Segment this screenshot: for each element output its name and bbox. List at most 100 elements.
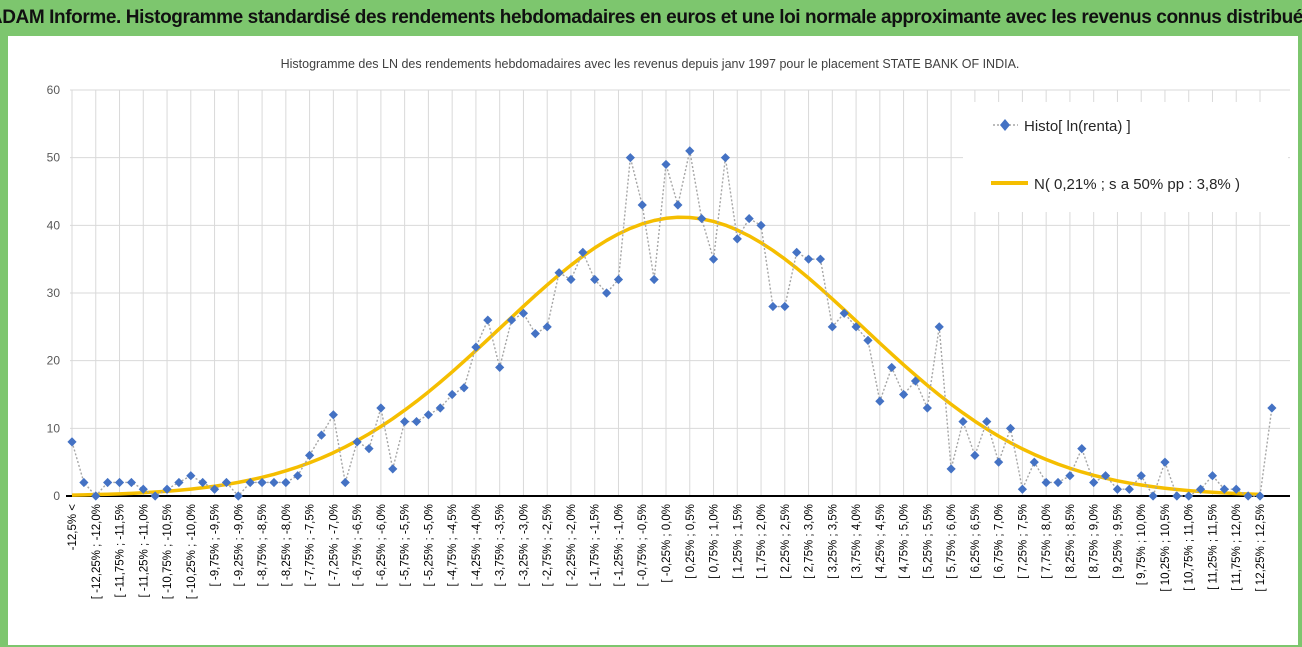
histogram-point (590, 274, 600, 285)
histogram-point (79, 477, 89, 488)
histogram-point (1112, 484, 1123, 494)
x-tick-label: [ 3,75% ; 4,0% (851, 504, 863, 579)
histogram-point (839, 308, 849, 318)
histogram-point (269, 477, 279, 488)
histogram-point (411, 416, 422, 427)
chart-panel: Histogramme des LN des rendements hebdom… (8, 36, 1298, 645)
histogram-point (851, 322, 861, 332)
histogram-point (720, 153, 730, 163)
x-tick-label: [ 1,25% ; 1,5% (732, 504, 744, 579)
x-tick-label: [ 7,75% ; 8,0% (1041, 504, 1053, 579)
x-tick-label: [ 9,75% ; 10,0% (1136, 504, 1148, 585)
y-tick-label: 40 (47, 218, 61, 232)
legend-histo-label: Histo[ ln(renta) ] (1024, 118, 1131, 135)
histogram-point (1124, 484, 1134, 494)
histogram-chart: Histogramme des LN des rendements hebdom… (47, 57, 1290, 600)
x-tick-label: [ 3,25% ; 3,5% (827, 504, 839, 579)
x-tick-label: [ -11,25% ; -11,0% (138, 504, 150, 598)
histogram-point (946, 464, 956, 474)
x-tick-label: [ 6,25% ; 6,5% (970, 504, 982, 579)
histogram-point (186, 471, 196, 481)
histogram-point (613, 274, 624, 285)
x-tick-label: [ 8,75% ; 9,0% (1089, 504, 1101, 579)
x-tick-label: [ -8,75% ; -8,5% (257, 504, 269, 586)
x-tick-label: [ 8,25% ; 8,5% (1065, 504, 1077, 579)
x-tick-label: [ 7,25% ; 7,5% (1017, 504, 1029, 579)
histogram-point (602, 288, 612, 298)
histogram-point (994, 457, 1004, 467)
x-tick-label: [ -4,75% ; -4,5% (447, 504, 459, 586)
x-tick-label: [ 2,25% ; 2,5% (780, 504, 792, 579)
histogram-point (1041, 477, 1051, 488)
histogram-point (625, 153, 635, 163)
histogram-point (815, 254, 826, 264)
histogram-point (423, 410, 433, 420)
x-tick-label: [ -1,25% ; -1,0% (613, 504, 625, 586)
histogram-point (1100, 471, 1111, 481)
histogram-point (293, 471, 303, 481)
report-title: ADAM Informe. Histogramme standardisé de… (0, 7, 1302, 28)
report-banner: ADAM Informe. Histogramme standardisé de… (0, 0, 1302, 36)
histogram-point (1184, 491, 1194, 501)
x-tick-label: [ -10,25% ; -10,0% (186, 504, 198, 599)
histogram-point (435, 403, 445, 413)
histogram-point (1196, 484, 1206, 494)
y-axis-ticks: 0 10 20 30 40 50 60 (47, 83, 61, 503)
legend-background (963, 102, 1288, 212)
histogram-point (744, 213, 754, 224)
histogram-point (305, 450, 315, 460)
histogram-point (150, 491, 160, 501)
histogram-point (1243, 491, 1253, 501)
x-tick-label: [ 0,25% ; 0,5% (685, 504, 697, 579)
x-axis-ticks: -12,5% < [ -12,25% ; -12,0% [ -11,75% ; -1… (67, 504, 1267, 600)
histogram-point (792, 247, 802, 257)
histogram-point (780, 301, 790, 312)
histogram-point (518, 308, 529, 318)
x-tick-label: [ -3,25% ; -3,0% (518, 504, 530, 586)
histogram-point (768, 301, 778, 312)
histogram-point (245, 477, 255, 488)
histogram-point (400, 416, 410, 427)
x-tick-label: [ 1,75% ; 2,0% (756, 504, 768, 579)
y-tick-label: 30 (47, 286, 61, 300)
histogram-point (1136, 471, 1146, 481)
histogram-point (328, 410, 338, 420)
histogram-point (1065, 471, 1075, 481)
histogram-point (970, 450, 980, 460)
histogram-point (340, 477, 350, 488)
histogram-point (1089, 477, 1099, 488)
y-tick-label: 10 (47, 421, 61, 435)
histogram-point (1077, 444, 1087, 454)
histogram-point (803, 254, 814, 264)
x-tick-label: [ -4,25% ; -4,0% (471, 504, 483, 586)
histogram-point (1148, 491, 1158, 501)
histogram-point (506, 315, 517, 325)
x-tick-label: [ 11,75% ; 12,0% (1231, 504, 1243, 591)
chart-subtitle: Histogramme des LN des rendements hebdom… (281, 57, 1020, 71)
histogram-point (697, 213, 707, 224)
x-tick-label: [ -2,25% ; -2,0% (566, 504, 578, 586)
histogram-point (982, 416, 992, 427)
histogram-point (637, 200, 647, 210)
x-tick-label: [ -2,75% ; -2,5% (542, 504, 554, 586)
histogram-point (934, 322, 944, 332)
histogram-point (1160, 457, 1170, 467)
histogram-point (1207, 471, 1218, 481)
y-tick-label: 20 (47, 354, 61, 368)
legend-normal-label: N( 0,21% ; s a 50% pp : 3,8% ) (1034, 176, 1240, 193)
x-tick-label: [ -6,75% ; -6,5% (352, 504, 364, 586)
y-tick-label: 0 (53, 489, 60, 503)
x-tick-label: [ -8,25% ; -8,0% (281, 504, 293, 586)
x-tick-label: [ -9,75% ; -9,5% (210, 504, 222, 586)
histogram-point (887, 362, 897, 373)
histogram-point (542, 322, 552, 332)
x-tick-label: [ -6,25% ; -6,0% (376, 504, 388, 586)
histogram-point (459, 383, 469, 393)
x-tick-label: [ 12,25% ; 12,5% (1255, 504, 1267, 592)
x-tick-label: [ -5,25% ; -5,0% (423, 504, 435, 586)
histogram-point (1172, 491, 1182, 501)
histogram-point (495, 362, 505, 373)
histogram-point (554, 268, 564, 278)
histogram-point (126, 477, 136, 488)
